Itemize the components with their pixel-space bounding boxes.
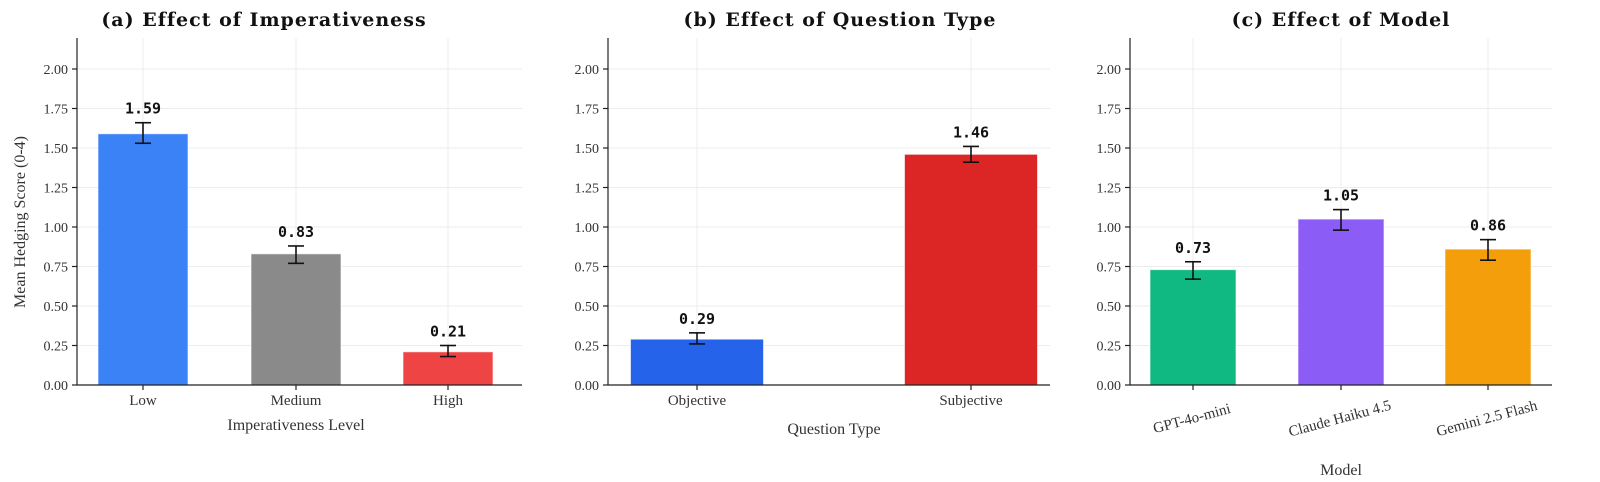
y-tick-label: 1.00	[44, 221, 69, 236]
y-tick-label: 1.25	[44, 182, 69, 197]
y-tick-label: 0.25	[575, 340, 600, 355]
y-tick-label: 0.25	[1097, 340, 1122, 355]
value-label: 1.05	[1323, 187, 1359, 205]
x-tick-label: Subjective	[939, 393, 1003, 409]
x-tick-label: Medium	[271, 393, 322, 409]
y-tick-label: 0.00	[44, 379, 69, 394]
panel-a-ylabel: Mean Hedging Score (0-4)	[12, 136, 29, 308]
value-label: 0.83	[278, 223, 314, 241]
y-tick-label: 1.00	[575, 221, 600, 236]
y-tick-label: 1.75	[575, 103, 600, 118]
x-tick-label: Objective	[668, 393, 727, 409]
x-tick-label: Low	[129, 393, 157, 409]
panel-c-title: (c) Effect of Model	[1232, 9, 1451, 31]
value-label: 0.29	[679, 310, 715, 328]
panel-b-xlabel: Question Type	[787, 421, 880, 438]
y-tick-label: 0.75	[44, 261, 69, 276]
panel-a-title: (a) Effect of Imperativeness	[101, 9, 426, 31]
panel-a-xlabel: Imperativeness Level	[227, 417, 365, 434]
value-label: 1.46	[953, 123, 989, 141]
y-tick-label: 1.00	[1097, 221, 1122, 236]
y-tick-label: 1.50	[575, 142, 600, 157]
y-tick-label: 0.50	[44, 300, 69, 315]
y-tick-label: 0.50	[575, 300, 600, 315]
y-tick-label: 2.00	[44, 63, 69, 78]
y-tick-label: 2.00	[1097, 63, 1122, 78]
y-tick-label: 1.75	[44, 103, 69, 118]
x-tick-label: High	[433, 393, 464, 409]
bar-gemini-2-5-flash	[1444, 248, 1532, 386]
bar-low	[97, 133, 189, 386]
y-tick-label: 1.25	[575, 182, 600, 197]
value-label: 1.59	[125, 100, 161, 118]
bar-medium	[250, 253, 342, 386]
x-tick-label: Gemini 2.5 Flash	[1435, 398, 1540, 440]
value-label: 0.73	[1175, 239, 1211, 257]
panel-c-xlabel: Model	[1320, 462, 1362, 479]
y-tick-label: 0.25	[44, 340, 69, 355]
y-tick-label: 1.50	[44, 142, 69, 157]
bar-objective	[630, 338, 764, 386]
y-tick-label: 0.00	[1097, 379, 1122, 394]
bar-subjective	[904, 153, 1038, 386]
y-tick-label: 2.00	[575, 63, 600, 78]
y-tick-label: 0.75	[1097, 261, 1122, 276]
y-tick-label: 0.75	[575, 261, 600, 276]
x-tick-label: GPT-4o-mini	[1152, 401, 1233, 437]
y-tick-label: 1.25	[1097, 182, 1122, 197]
x-tick-label: Claude Haiku 4.5	[1287, 398, 1393, 441]
y-tick-label: 0.00	[575, 379, 600, 394]
value-label: 0.21	[430, 323, 466, 341]
y-tick-label: 0.50	[1097, 300, 1122, 315]
bar-claude-haiku-4-5	[1297, 218, 1385, 386]
y-tick-label: 1.75	[1097, 103, 1122, 118]
panel-b-title: (b) Effect of Question Type	[684, 9, 997, 31]
value-label: 0.86	[1470, 217, 1506, 235]
y-tick-label: 1.50	[1097, 142, 1122, 157]
bar-gpt-4o-mini	[1149, 269, 1237, 386]
